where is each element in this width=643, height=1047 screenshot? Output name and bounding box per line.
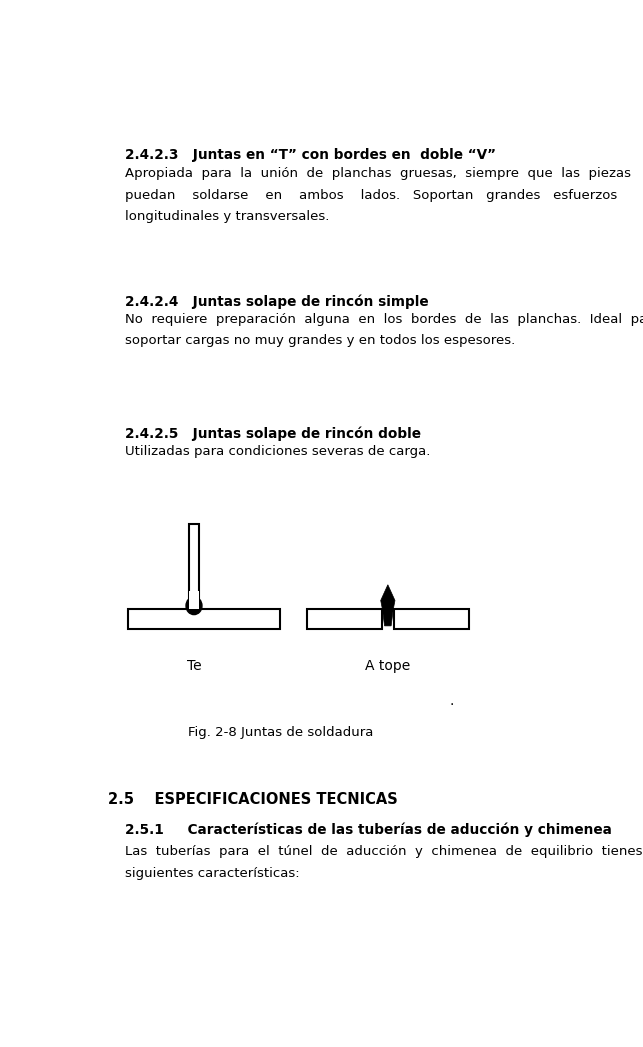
Bar bbox=[128, 609, 280, 629]
Text: .: . bbox=[449, 694, 453, 708]
Bar bbox=[188, 525, 199, 609]
Text: longitudinales y transversales.: longitudinales y transversales. bbox=[125, 210, 330, 223]
Text: siguientes características:: siguientes características: bbox=[125, 867, 300, 879]
Bar bbox=[188, 592, 199, 609]
Ellipse shape bbox=[186, 597, 202, 615]
Text: Las  tuberías  para  el  túnel  de  aducción  y  chimenea  de  equilibrio  tiene: Las tuberías para el túnel de aducción y… bbox=[125, 845, 643, 857]
Text: 2.4.2.3   Juntas en “T” con bordes en  doble “V”: 2.4.2.3 Juntas en “T” con bordes en dobl… bbox=[125, 149, 496, 162]
Text: soportar cargas no muy grandes y en todos los espesores.: soportar cargas no muy grandes y en todo… bbox=[125, 334, 516, 348]
Bar bbox=[307, 609, 382, 629]
Text: Utilizadas para condiciones severas de carga.: Utilizadas para condiciones severas de c… bbox=[125, 445, 431, 458]
Text: 2.5    ESPECIFICACIONES TECNICAS: 2.5 ESPECIFICACIONES TECNICAS bbox=[108, 792, 397, 806]
Text: A tope: A tope bbox=[365, 660, 410, 673]
Polygon shape bbox=[381, 585, 395, 626]
Text: 2.4.2.4   Juntas solape de rincón simple: 2.4.2.4 Juntas solape de rincón simple bbox=[125, 295, 429, 310]
Text: 2.5.1     Características de las tuberías de aducción y chimenea: 2.5.1 Características de las tuberías de… bbox=[125, 822, 612, 837]
Text: Apropiada  para  la  unión  de  planchas  gruesas,  siempre  que  las  piezas: Apropiada para la unión de planchas grue… bbox=[125, 166, 631, 180]
Text: No  requiere  preparación  alguna  en  los  bordes  de  las  planchas.  Ideal  p: No requiere preparación alguna en los bo… bbox=[125, 313, 643, 326]
Text: Te: Te bbox=[186, 660, 201, 673]
Text: 2.4.2.5   Juntas solape de rincón doble: 2.4.2.5 Juntas solape de rincón doble bbox=[125, 426, 421, 441]
Text: Fig. 2-8 Juntas de soldadura: Fig. 2-8 Juntas de soldadura bbox=[188, 727, 373, 739]
Bar bbox=[394, 609, 469, 629]
Text: puedan    soldarse    en    ambos    lados.   Soportan   grandes   esfuerzos: puedan soldarse en ambos lados. Soportan… bbox=[125, 188, 617, 201]
